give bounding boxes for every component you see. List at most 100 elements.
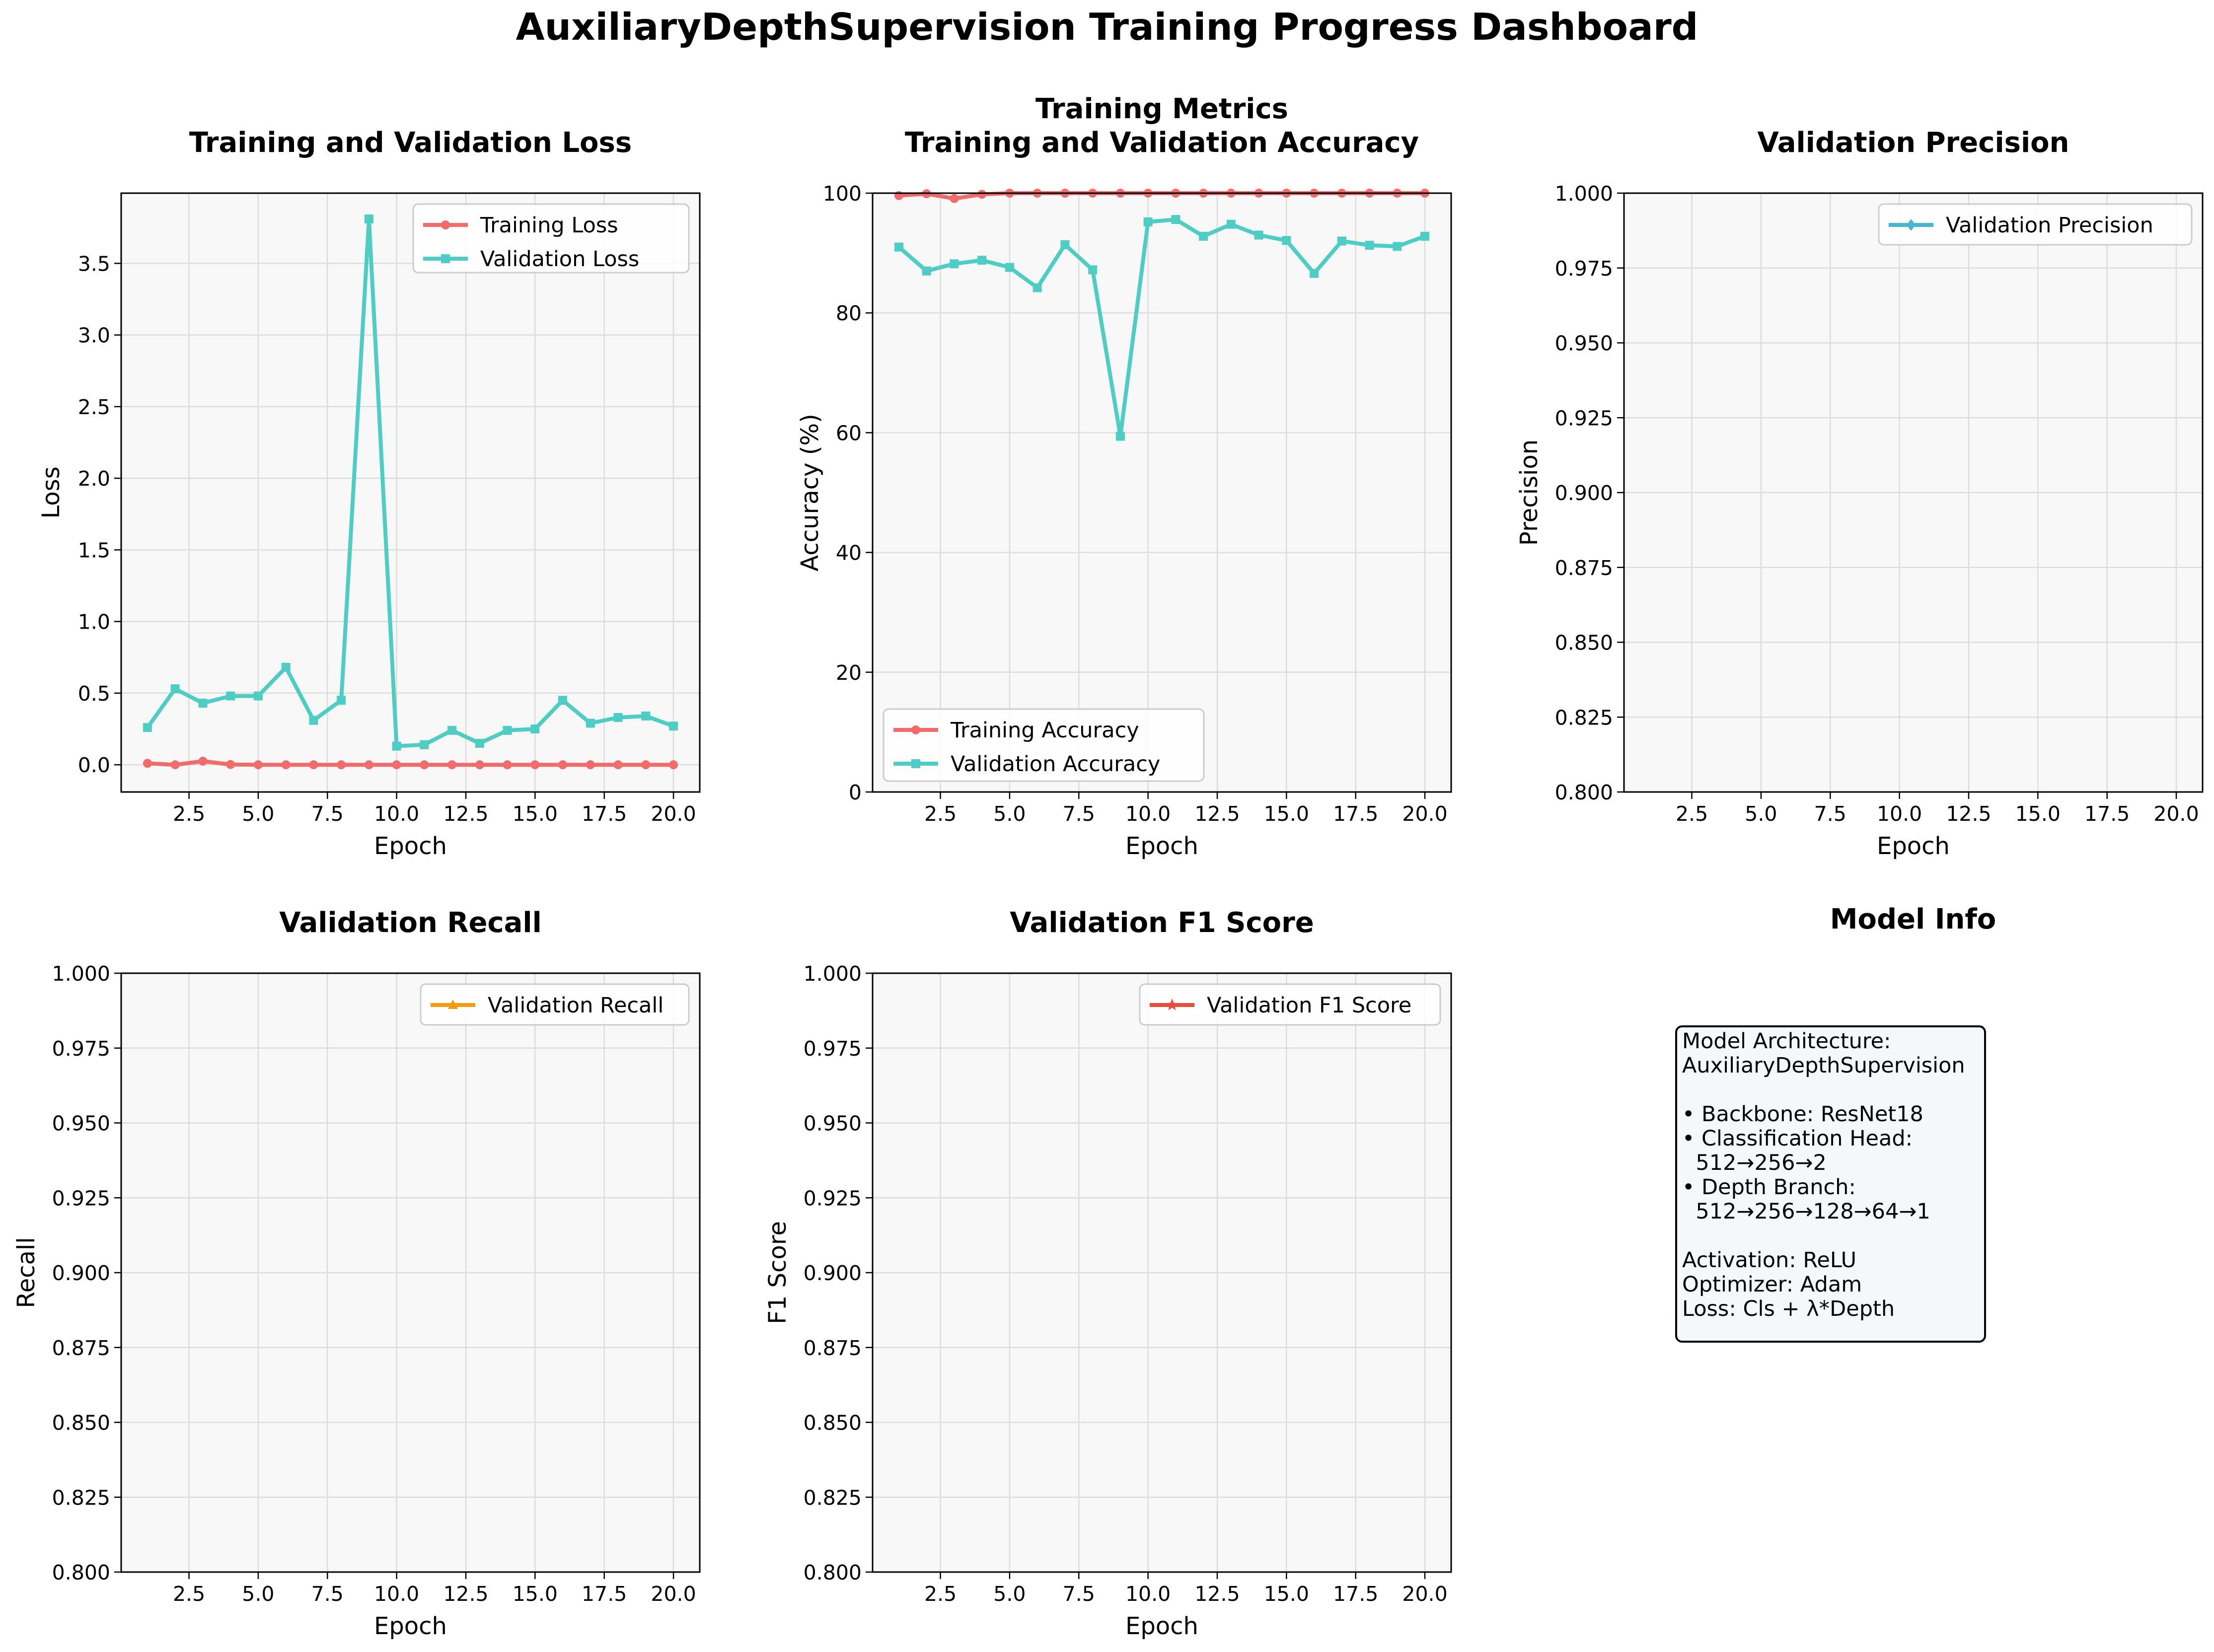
data-point: [1310, 269, 1319, 278]
y-tick-label: 2.5: [78, 395, 110, 419]
x-tick-label: 7.5: [1063, 802, 1095, 826]
y-tick-label: 100: [823, 182, 862, 206]
data-point: [530, 724, 540, 734]
plot-frame: [872, 192, 1452, 793]
y-tick-label: 0.950: [52, 1112, 110, 1136]
legend-marker: [441, 220, 450, 229]
data-point: [198, 699, 208, 708]
x-tick-label: 5.0: [993, 1582, 1026, 1606]
y-tick-label: 0.925: [1555, 406, 1613, 430]
chart-title: Training Metrics: [1035, 93, 1288, 125]
x-tick-label: 20.0: [1402, 1582, 1447, 1606]
y-tick-label: 40: [836, 541, 862, 565]
x-tick-label: 12.5: [443, 1582, 488, 1606]
y-tick-label: 0.825: [1555, 706, 1613, 729]
data-point: [170, 760, 180, 770]
data-point: [1171, 215, 1181, 224]
data-point: [447, 760, 457, 770]
x-tick-label: 17.5: [2084, 802, 2130, 826]
y-tick-label: 0.800: [804, 1561, 862, 1584]
data-point: [613, 713, 623, 722]
x-tick-label: 15.0: [513, 1582, 558, 1606]
model-info-line: • Depth Branch:: [1682, 1175, 1856, 1200]
chart-title: Validation Precision: [1757, 127, 2069, 159]
data-point: [337, 760, 346, 770]
chart-panel: 2.5 5.0 7.5 10.0 12.5 15.0 17.5 20.0 0.800 0.825 0…: [764, 907, 1452, 1640]
x-tick-label: 7.5: [311, 802, 344, 826]
y-tick-label: 80: [836, 301, 862, 325]
data-point: [530, 760, 540, 770]
model-info-line: Optimizer: Adam: [1682, 1272, 1862, 1297]
series-line: [146, 216, 675, 748]
y-tick-label: 0.925: [804, 1186, 862, 1210]
x-axis-label: Epoch: [1125, 832, 1198, 860]
y-tick-label: 0: [849, 781, 862, 804]
legend-label: Validation Accuracy: [951, 752, 1160, 777]
x-tick-label: 10.0: [1877, 802, 1922, 826]
chart-title: Validation F1 Score: [1010, 907, 1314, 939]
data-point: [364, 760, 373, 770]
legend-label: Training Accuracy: [950, 718, 1139, 743]
data-point: [281, 760, 291, 770]
data-point: [253, 691, 263, 701]
data-point: [198, 756, 208, 766]
x-axis-label: Epoch: [374, 1612, 447, 1640]
x-tick-label: 17.5: [582, 1582, 627, 1606]
data-point: [558, 696, 568, 705]
y-tick-label: 0.975: [52, 1037, 110, 1061]
x-tick-label: 2.5: [1676, 802, 1708, 826]
y-tick-label: 20: [836, 661, 862, 685]
data-point: [143, 723, 152, 732]
y-axis-label: Precision: [1515, 439, 1543, 546]
x-tick-label: 2.5: [924, 802, 957, 826]
data-point: [475, 738, 484, 748]
y-tick-label: 0.875: [1555, 556, 1613, 580]
x-tick-label: 15.0: [1264, 1582, 1309, 1606]
legend-label: Validation Recall: [488, 993, 664, 1018]
y-tick-label: 0.0: [78, 753, 110, 777]
y-tick-label: 1.000: [1555, 182, 1613, 206]
legend-marker: [1907, 219, 1916, 231]
plot-area: [873, 193, 1451, 792]
data-point: [586, 760, 595, 770]
data-point: [1420, 231, 1430, 241]
data-point: [1005, 263, 1014, 272]
chart-panel: 2.5 5.0 7.5 10.0 12.5 15.0 17.5 20.0 0.800 0.825 0…: [1515, 127, 2204, 860]
x-tick-label: 2.5: [173, 1582, 205, 1606]
chart-panel: 2.5 5.0 7.5 10.0 12.5 15.0 17.5 20.0 0.800 0.825 0…: [12, 907, 701, 1640]
plot-frame: [1623, 192, 2204, 793]
x-tick-label: 12.5: [1194, 1582, 1240, 1606]
y-axis-label: Recall: [12, 1237, 40, 1308]
model-info-line: 512→256→2: [1682, 1150, 1827, 1175]
data-point: [503, 725, 512, 735]
x-tick-label: 17.5: [582, 802, 627, 826]
y-tick-label: 0.850: [52, 1411, 110, 1435]
x-tick-label: 12.5: [443, 802, 488, 826]
y-tick-label: 0.950: [804, 1112, 862, 1136]
model-info-line: 512→256→128→64→1: [1682, 1199, 1930, 1224]
data-point: [1226, 219, 1236, 229]
legend: Validation Precision: [1878, 203, 2193, 246]
data-point: [309, 716, 318, 725]
data-point: [1115, 431, 1125, 441]
series-line: [897, 217, 1427, 438]
legend-marker: [911, 759, 920, 768]
model-info-line: [1682, 1224, 1979, 1248]
y-tick-label: 0.950: [1555, 332, 1613, 356]
series-line: [146, 759, 675, 767]
data-point: [337, 696, 346, 705]
x-axis-label: Epoch: [1125, 1612, 1198, 1640]
x-tick-label: 20.0: [2153, 802, 2199, 826]
chart-title: Validation Recall: [279, 907, 542, 939]
model-info-line: Activation: ReLU: [1682, 1248, 1857, 1273]
x-tick-label: 10.0: [1125, 802, 1171, 826]
data-point: [558, 760, 568, 770]
data-point: [420, 760, 429, 770]
data-point: [950, 194, 959, 203]
data-point: [420, 740, 429, 749]
data-point: [922, 266, 931, 276]
data-point: [1393, 242, 1402, 251]
data-point: [364, 214, 373, 223]
charts-layer: 2.5 5.0 7.5 10.0 12.5 15.0 17.5 20.0 0.0 0.5 1.0 1.…: [12, 93, 2204, 1640]
plot-frame: [120, 972, 701, 1573]
